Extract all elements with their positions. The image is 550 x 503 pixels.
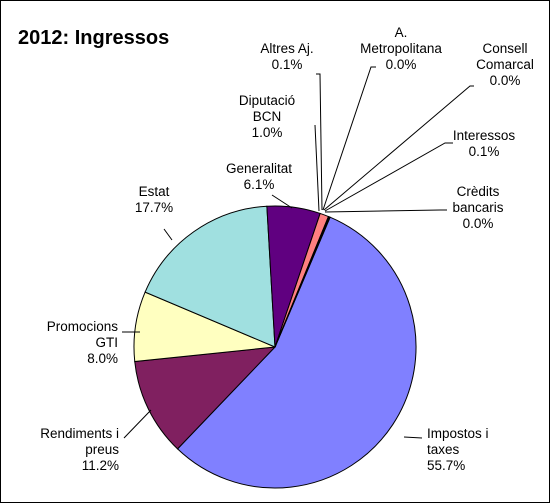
- slice-rendiments-i-preus: [134, 346, 277, 450]
- chart-title: 2012: Ingressos: [18, 27, 169, 49]
- data-label-consell-comarcal: Consell Comarcal 0.0%: [476, 41, 534, 88]
- slice-labels: Impostos i taxes 55.7% Rendiments i preus 11.…: [40, 25, 534, 473]
- leader-line-impostos-i-taxes: [403, 436, 423, 439]
- slice-interessos: [274, 216, 331, 348]
- data-label-generalitat: Generalitat 6.1%: [226, 161, 292, 192]
- data-label-altres-aj: Altres Aj. 0.1%: [260, 41, 313, 72]
- slice-impostos-i-taxes: [176, 216, 417, 489]
- leader-line-estat: [163, 228, 173, 241]
- leader-line-rendiments-i-preus: [123, 409, 152, 439]
- leader-line-consell-comarcal: [323, 85, 474, 211]
- leader-line-altres-aj: [316, 73, 323, 211]
- data-label-rendiments-i-preus: Rendiments i preus 11.2%: [40, 426, 119, 473]
- data-label-a-metropolitana: A. Metropolitana 0.0%: [360, 25, 442, 72]
- data-label-promocions-gti: Promocions GTI 8.0%: [47, 319, 119, 366]
- data-label-impostos-i-taxes: Impostos i taxes 55.7%: [427, 426, 489, 473]
- leader-lines: [122, 66, 474, 439]
- data-label-estat: Estat 17.7%: [135, 184, 173, 215]
- leader-line-interessos: [324, 142, 453, 212]
- leader-line-diputacio-bcn: [314, 124, 320, 212]
- leader-line-a-metropolitana: [322, 66, 376, 211]
- data-label-interessos: Interessos 0.1%: [453, 128, 516, 159]
- leader-line-credits-bancaris: [324, 209, 447, 213]
- pie-slices: [133, 205, 417, 489]
- data-label-credits-bancaris: Crèdits bancaris 0.0%: [452, 184, 503, 231]
- data-label-diputacio-bcn: Diputació BCN 1.0%: [239, 93, 295, 140]
- slice-estat: [144, 205, 276, 348]
- leader-line-generalitat: [271, 194, 293, 209]
